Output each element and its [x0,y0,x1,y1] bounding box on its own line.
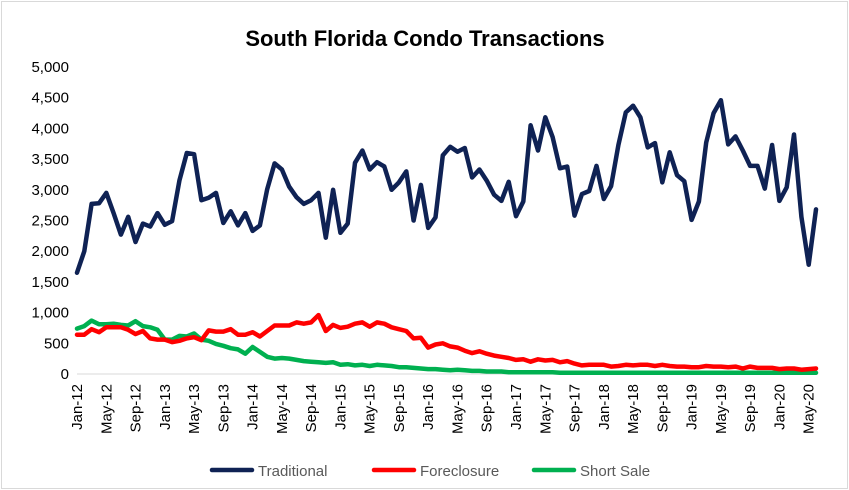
y-tick-label: 500 [44,335,69,352]
x-tick-label: Sep-17 [567,384,584,432]
x-tick-label: Jan-17 [508,384,525,430]
legend-label: Short Sale [580,463,650,480]
x-tick-label: May-12 [98,384,115,434]
legend-label: Traditional [258,463,327,480]
y-tick-label: 3,500 [31,151,69,168]
x-tick-label: Jan-16 [420,384,437,430]
y-tick-label: 3,000 [31,182,69,199]
y-tick-label: 4,000 [31,120,69,137]
x-tick-label: Jan-19 [684,384,701,430]
series-line-foreclosure [74,312,819,372]
x-tick-label: Jan-20 [771,384,788,430]
x-tick-label: May-17 [537,384,554,434]
x-tick-label: May-19 [713,384,730,434]
x-tick-label: Jan-12 [69,384,86,430]
x-tick-label: Sep-19 [742,384,759,432]
series-line-traditional [74,97,819,275]
x-tick-label: Sep-14 [303,384,320,432]
x-tick-label: May-20 [801,384,818,434]
plot-area: 0 500 1,000 1,500 2,000 2,500 3,000 3,500 4,000 4… [31,59,819,434]
y-tick-label: 1,500 [31,274,69,291]
x-tick-label: May-15 [362,384,379,434]
legend-label: Foreclosure [420,463,499,480]
y-tick-label: 1,000 [31,305,69,322]
y-tick-label: 0 [61,366,69,383]
x-tick-label: Jan-15 [332,384,349,430]
x-tick-label: Jan-18 [596,384,613,430]
x-tick-label: May-18 [625,384,642,434]
x-tick-label: Sep-12 [128,384,145,432]
legend: Traditional Foreclosure Short Sale [209,463,650,480]
x-tick-label: Sep-13 [215,384,232,432]
y-tick-label: 4,500 [31,90,69,107]
chart-title: South Florida Condo Transactions [245,26,604,51]
x-tick-label: Jan-14 [245,384,262,430]
x-tick-label: Sep-18 [654,384,671,432]
x-tick-label: May-13 [186,384,203,434]
y-tick-label: 2,500 [31,213,69,230]
x-tick-label: Sep-16 [479,384,496,432]
x-tick-label: May-14 [274,384,291,434]
y-tick-label: 2,000 [31,243,69,260]
x-tick-label: May-16 [449,384,466,434]
y-tick-label: 5,000 [31,59,69,76]
x-tick-label: Jan-13 [157,384,174,430]
x-tick-label: Sep-15 [391,384,408,432]
